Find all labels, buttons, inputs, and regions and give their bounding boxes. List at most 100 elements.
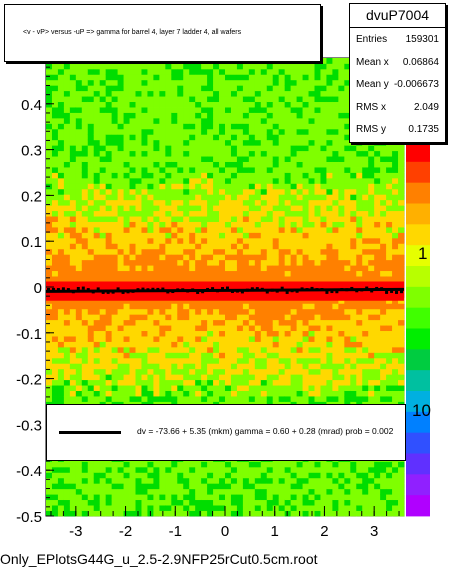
- heat-cell: [189, 330, 196, 337]
- heat-cell: [260, 336, 268, 342]
- heat-cell: [63, 183, 71, 190]
- heat-cell: [338, 363, 345, 370]
- heat-cell: [386, 188, 393, 195]
- heat-cell: [230, 167, 238, 173]
- heat-cell: [57, 265, 65, 272]
- heat-cell: [171, 167, 178, 173]
- heat-cell: [117, 177, 124, 184]
- heat-cell: [356, 319, 363, 326]
- heat-cell: [362, 254, 369, 261]
- heat-cell: [332, 205, 339, 212]
- heat-cell: [344, 194, 351, 201]
- heat-cell: [356, 172, 363, 179]
- heat-cell: [236, 156, 244, 162]
- heat-cell: [236, 297, 244, 304]
- heat-cell: [380, 303, 387, 310]
- heat-cell: [236, 177, 244, 184]
- heat-cell: [99, 308, 107, 315]
- heat-cell: [213, 199, 220, 206]
- heat-cell: [380, 265, 387, 272]
- heat-cell: [242, 156, 250, 162]
- heat-cell: [69, 145, 77, 152]
- heat-cell: [314, 396, 321, 402]
- heat-cell: [374, 325, 381, 332]
- heat-cell: [69, 303, 77, 310]
- heat-cell: [129, 499, 136, 506]
- heat-cell: [284, 161, 292, 168]
- heat-cell: [201, 188, 208, 195]
- heat-cell: [320, 101, 327, 108]
- heat-cell: [171, 510, 178, 517]
- heat-cell: [207, 379, 214, 386]
- heat-cell: [81, 145, 89, 152]
- heat-cell: [260, 248, 268, 255]
- heat-cell: [105, 90, 113, 97]
- heat-cell: [165, 314, 172, 321]
- heat-cell: [398, 477, 405, 484]
- heat-cell: [332, 112, 339, 119]
- heat-cell: [111, 145, 118, 152]
- heat-cell: [392, 379, 399, 386]
- heat-cell: [57, 199, 65, 206]
- heat-cell: [207, 101, 214, 108]
- heat-cell: [207, 63, 214, 70]
- heat-cell: [272, 183, 280, 190]
- heat-cell: [57, 510, 65, 517]
- heat-cell: [374, 259, 381, 266]
- heat-cell: [123, 134, 130, 141]
- heat-cell: [338, 205, 345, 212]
- heat-cell: [99, 325, 107, 332]
- heat-cell: [51, 177, 59, 184]
- heat-cell: [195, 396, 202, 402]
- heat-cell: [225, 79, 232, 86]
- heat-cell: [248, 90, 256, 97]
- heat-cell: [81, 314, 89, 321]
- heat-cell: [356, 248, 363, 255]
- heat-cell: [147, 210, 154, 217]
- heat-cell: [153, 488, 160, 495]
- heat-cell: [75, 276, 83, 282]
- heat-cell: [207, 199, 214, 206]
- heat-cell: [129, 134, 136, 141]
- heat-cell: [75, 314, 83, 321]
- heat-cell: [201, 167, 208, 173]
- heat-cell: [284, 79, 292, 86]
- heat-cell: [105, 188, 113, 195]
- heat-cell: [189, 194, 196, 201]
- heat-cell: [159, 357, 166, 364]
- heat-cell: [189, 352, 196, 359]
- heat-cell: [147, 477, 154, 484]
- heat-cell: [332, 336, 339, 342]
- heat-cell: [344, 325, 351, 332]
- heat-cell: [332, 237, 339, 244]
- heat-cell: [225, 276, 232, 282]
- heat-cell: [338, 303, 345, 310]
- heat-cell: [147, 188, 154, 195]
- heat-cell: [141, 156, 148, 162]
- heat-cell: [392, 488, 399, 495]
- heat-cell: [213, 156, 220, 162]
- heat-cell: [260, 494, 268, 501]
- heat-cell: [75, 368, 83, 375]
- heat-cell: [266, 188, 274, 195]
- heat-cell: [129, 368, 136, 375]
- heat-cell: [278, 499, 286, 506]
- heat-cell: [171, 134, 178, 141]
- heat-cell: [284, 270, 292, 277]
- heat-cell: [123, 483, 130, 490]
- heat-cell: [159, 297, 166, 304]
- heat-cell: [165, 205, 172, 212]
- heat-cell: [183, 128, 190, 135]
- heat-cell: [368, 259, 375, 266]
- heat-cell: [189, 488, 196, 495]
- heat-cell: [51, 210, 59, 217]
- heat-cell: [356, 145, 363, 152]
- heat-cell: [147, 379, 154, 386]
- heat-cell: [147, 314, 154, 321]
- heat-cell: [189, 297, 196, 304]
- heat-cell: [248, 156, 256, 162]
- heat-cell: [338, 385, 345, 391]
- heat-cell: [308, 161, 315, 168]
- heat-cell: [105, 68, 113, 75]
- heat-cell: [236, 352, 244, 359]
